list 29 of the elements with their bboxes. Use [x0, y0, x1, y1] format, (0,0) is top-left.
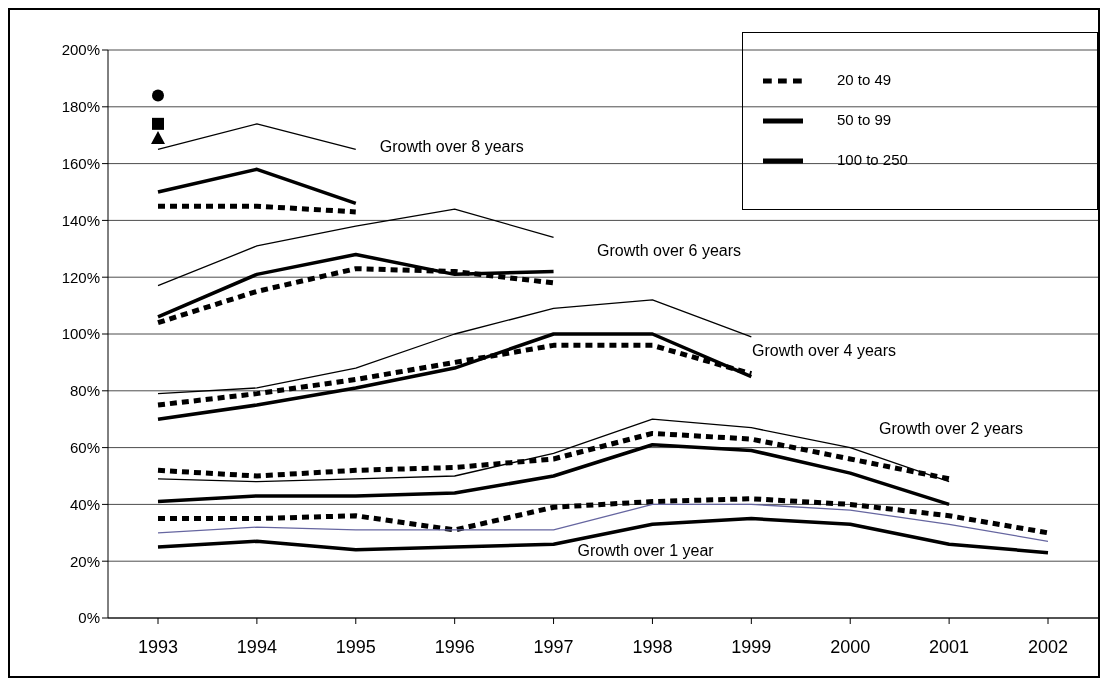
annotation: Growth over 8 years	[379, 138, 524, 156]
x-tick-label: 1997	[533, 636, 574, 657]
y-tick-label: 180%	[61, 98, 100, 116]
x-tick-label: 1998	[632, 636, 673, 657]
y-tick-label: 40%	[69, 495, 100, 513]
x-tick-label: 1999	[731, 636, 772, 657]
x-tick-label: 2000	[830, 636, 871, 657]
annotation: Growth over 4 years	[752, 342, 897, 360]
y-tick-label: 160%	[61, 154, 100, 172]
x-tick-label: 2001	[929, 636, 970, 657]
x-tick-label: 1995	[335, 636, 376, 657]
y-tick-label: 200%	[61, 41, 100, 59]
y-tick-label: 0%	[78, 609, 100, 627]
legend-label: 50 to 99	[837, 110, 892, 128]
annotation: Growth over 6 years	[597, 242, 742, 260]
legend-label: 20 to 49	[837, 70, 892, 88]
x-tick-label: 1996	[434, 636, 475, 657]
y-tick-label: 120%	[61, 268, 100, 286]
y-tick-label: 100%	[61, 325, 100, 343]
y-tick-label: 140%	[61, 211, 100, 229]
annotation: Growth over 1 year	[577, 541, 715, 559]
y-tick-label: 80%	[69, 382, 100, 400]
y-tick-label: 60%	[69, 438, 100, 456]
annotation: Growth over 2 years	[879, 420, 1024, 438]
x-tick-label: 1993	[137, 636, 179, 657]
y-tick-label: 20%	[69, 552, 100, 570]
x-tick-label: 1994	[236, 636, 277, 657]
line-series	[157, 503, 1049, 542]
x-tick-label: 2002	[1027, 636, 1069, 657]
